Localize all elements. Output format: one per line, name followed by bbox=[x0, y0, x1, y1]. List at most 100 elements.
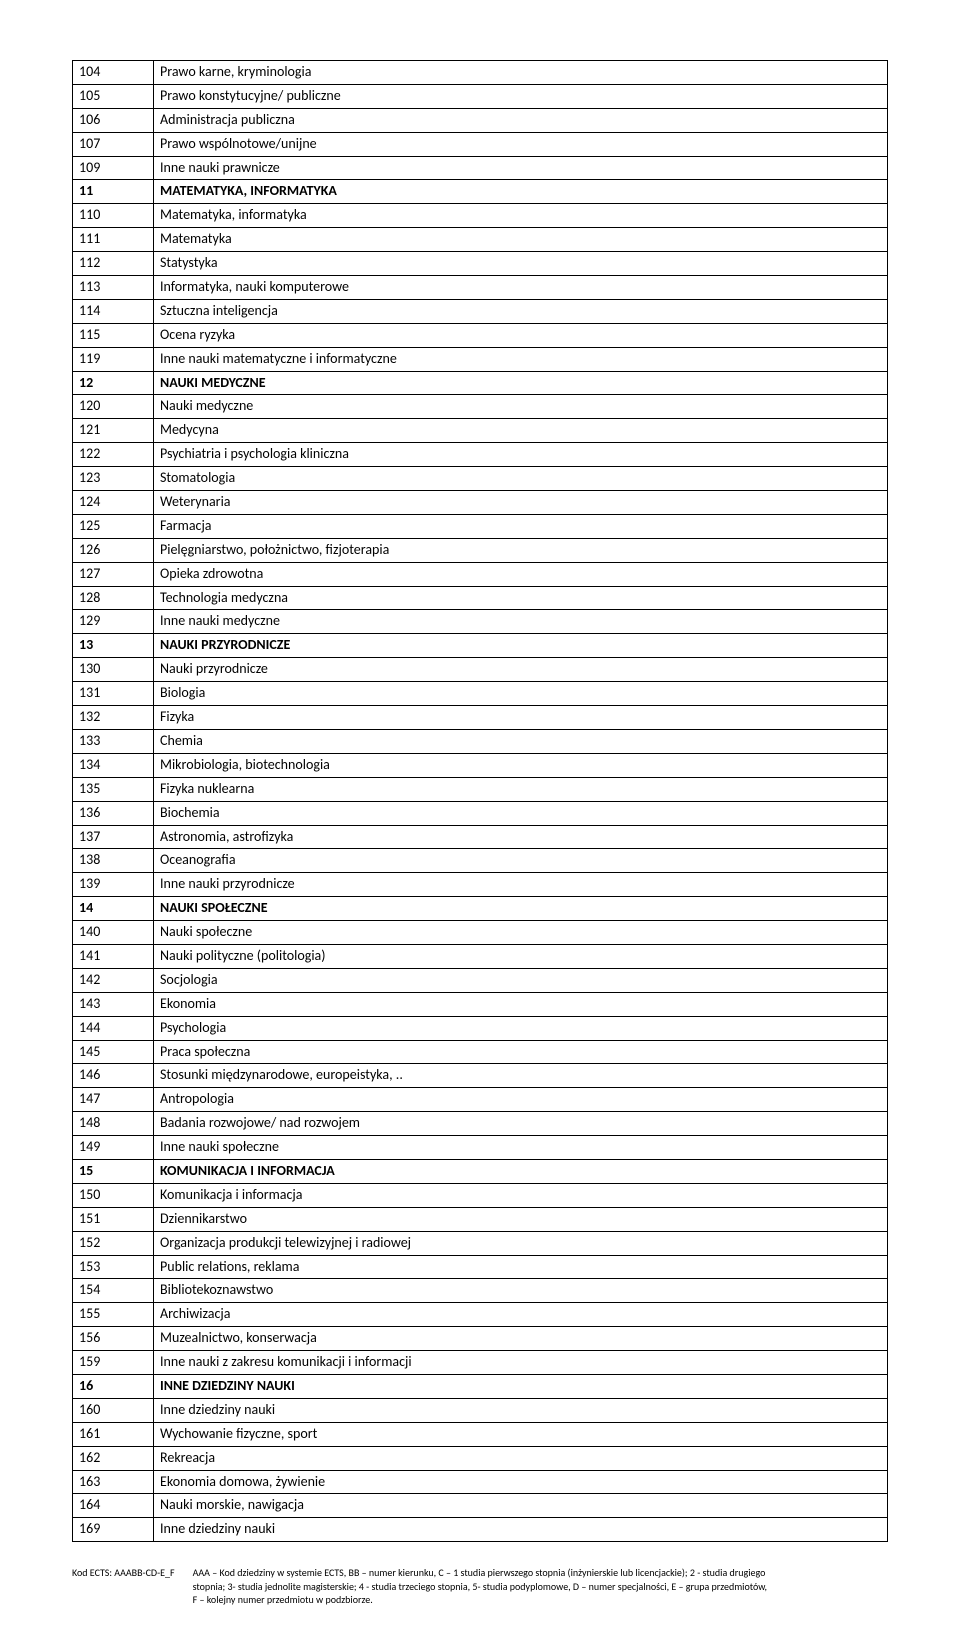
code-cell: 111 bbox=[73, 228, 154, 252]
desc-cell: Oceanografia bbox=[154, 849, 888, 873]
code-cell: 107 bbox=[73, 132, 154, 156]
code-cell: 122 bbox=[73, 443, 154, 467]
desc-cell: KOMUNIKACJA I INFORMACJA bbox=[154, 1159, 888, 1183]
code-cell: 163 bbox=[73, 1470, 154, 1494]
desc-cell: Sztuczna inteligencja bbox=[154, 299, 888, 323]
code-cell: 140 bbox=[73, 921, 154, 945]
desc-cell: Stosunki międzynarodowe, europeistyka, .… bbox=[154, 1064, 888, 1088]
code-cell: 138 bbox=[73, 849, 154, 873]
desc-cell: Nauki przyrodnicze bbox=[154, 658, 888, 682]
desc-cell: Organizacja produkcji telewizyjnej i rad… bbox=[154, 1231, 888, 1255]
code-cell: 109 bbox=[73, 156, 154, 180]
table-row: 129Inne nauki medyczne bbox=[73, 610, 888, 634]
desc-cell: Muzealnictwo, konserwacja bbox=[154, 1327, 888, 1351]
table-row: 150Komunikacja i informacja bbox=[73, 1183, 888, 1207]
code-cell: 154 bbox=[73, 1279, 154, 1303]
desc-cell: Inne nauki prawnicze bbox=[154, 156, 888, 180]
code-cell: 15 bbox=[73, 1159, 154, 1183]
code-cell: 120 bbox=[73, 395, 154, 419]
desc-cell: Fizyka bbox=[154, 706, 888, 730]
table-row: 164Nauki morskie, nawigacja bbox=[73, 1494, 888, 1518]
desc-cell: Stomatologia bbox=[154, 467, 888, 491]
desc-cell: Wychowanie fizyczne, sport bbox=[154, 1422, 888, 1446]
desc-cell: Matematyka bbox=[154, 228, 888, 252]
footer-legend: Kod ECTS: AAABB-CD-E_F AAA – Kod dziedzi… bbox=[72, 1566, 888, 1607]
desc-cell: Inne nauki medyczne bbox=[154, 610, 888, 634]
table-row: 110Matematyka, informatyka bbox=[73, 204, 888, 228]
code-cell: 110 bbox=[73, 204, 154, 228]
desc-cell: Public relations, reklama bbox=[154, 1255, 888, 1279]
desc-cell: Astronomia, astrofizyka bbox=[154, 825, 888, 849]
code-cell: 153 bbox=[73, 1255, 154, 1279]
desc-cell: Pielęgniarstwo, położnictwo, fizjoterapi… bbox=[154, 538, 888, 562]
table-row: 11MATEMATYKA, INFORMATYKA bbox=[73, 180, 888, 204]
table-row: 15KOMUNIKACJA I INFORMACJA bbox=[73, 1159, 888, 1183]
code-cell: 148 bbox=[73, 1112, 154, 1136]
code-cell: 147 bbox=[73, 1088, 154, 1112]
desc-cell: Chemia bbox=[154, 729, 888, 753]
desc-cell: Weterynaria bbox=[154, 491, 888, 515]
desc-cell: Prawo wspólnotowe/unijne bbox=[154, 132, 888, 156]
code-cell: 115 bbox=[73, 323, 154, 347]
table-row: 144Psychologia bbox=[73, 1016, 888, 1040]
code-cell: 144 bbox=[73, 1016, 154, 1040]
table-row: 104Prawo karne, kryminologia bbox=[73, 61, 888, 85]
code-cell: 150 bbox=[73, 1183, 154, 1207]
code-cell: 121 bbox=[73, 419, 154, 443]
code-cell: 135 bbox=[73, 777, 154, 801]
code-cell: 137 bbox=[73, 825, 154, 849]
table-row: 123Stomatologia bbox=[73, 467, 888, 491]
desc-cell: Mikrobiologia, biotechnologia bbox=[154, 753, 888, 777]
code-cell: 160 bbox=[73, 1398, 154, 1422]
table-row: 148Badania rozwojowe/ nad rozwojem bbox=[73, 1112, 888, 1136]
desc-cell: Administracja publiczna bbox=[154, 108, 888, 132]
desc-cell: Inne nauki matematyczne i informatyczne bbox=[154, 347, 888, 371]
code-cell: 139 bbox=[73, 873, 154, 897]
code-cell: 13 bbox=[73, 634, 154, 658]
desc-cell: Komunikacja i informacja bbox=[154, 1183, 888, 1207]
code-cell: 133 bbox=[73, 729, 154, 753]
code-cell: 11 bbox=[73, 180, 154, 204]
table-row: 16INNE DZIEDZINY NAUKI bbox=[73, 1374, 888, 1398]
table-row: 121Medycyna bbox=[73, 419, 888, 443]
table-row: 159Inne nauki z zakresu komunikacji i in… bbox=[73, 1351, 888, 1375]
table-row: 122Psychiatria i psychologia kliniczna bbox=[73, 443, 888, 467]
desc-cell: NAUKI SPOŁECZNE bbox=[154, 897, 888, 921]
table-row: 149Inne nauki społeczne bbox=[73, 1136, 888, 1160]
footer-text-1: AAA – Kod dziedziny w systemie ECTS, BB … bbox=[193, 1566, 888, 1580]
code-cell: 149 bbox=[73, 1136, 154, 1160]
code-cell: 123 bbox=[73, 467, 154, 491]
desc-cell: Fizyka nuklearna bbox=[154, 777, 888, 801]
table-row: 107Prawo wspólnotowe/unijne bbox=[73, 132, 888, 156]
code-cell: 146 bbox=[73, 1064, 154, 1088]
table-row: 111Matematyka bbox=[73, 228, 888, 252]
code-cell: 159 bbox=[73, 1351, 154, 1375]
table-row: 130Nauki przyrodnicze bbox=[73, 658, 888, 682]
table-row: 153Public relations, reklama bbox=[73, 1255, 888, 1279]
code-cell: 129 bbox=[73, 610, 154, 634]
code-cell: 124 bbox=[73, 491, 154, 515]
code-cell: 126 bbox=[73, 538, 154, 562]
code-cell: 127 bbox=[73, 562, 154, 586]
code-cell: 151 bbox=[73, 1207, 154, 1231]
desc-cell: Ekonomia domowa, żywienie bbox=[154, 1470, 888, 1494]
table-row: 109Inne nauki prawnicze bbox=[73, 156, 888, 180]
table-row: 139Inne nauki przyrodnicze bbox=[73, 873, 888, 897]
desc-cell: Technologia medyczna bbox=[154, 586, 888, 610]
code-cell: 106 bbox=[73, 108, 154, 132]
table-row: 154Bibliotekoznawstwo bbox=[73, 1279, 888, 1303]
table-row: 140Nauki społeczne bbox=[73, 921, 888, 945]
table-row: 131Biologia bbox=[73, 682, 888, 706]
table-row: 115Ocena ryzyka bbox=[73, 323, 888, 347]
table-row: 133Chemia bbox=[73, 729, 888, 753]
desc-cell: Prawo konstytucyjne/ publiczne bbox=[154, 84, 888, 108]
desc-cell: Ekonomia bbox=[154, 992, 888, 1016]
footer-text-2: stopnia; 3- studia jednolite magisterski… bbox=[193, 1580, 888, 1594]
table-row: 169Inne dziedziny nauki bbox=[73, 1518, 888, 1542]
desc-cell: Informatyka, nauki komputerowe bbox=[154, 276, 888, 300]
desc-cell: Inne nauki z zakresu komunikacji i infor… bbox=[154, 1351, 888, 1375]
code-cell: 162 bbox=[73, 1446, 154, 1470]
desc-cell: Medycyna bbox=[154, 419, 888, 443]
desc-cell: Biologia bbox=[154, 682, 888, 706]
desc-cell: Matematyka, informatyka bbox=[154, 204, 888, 228]
